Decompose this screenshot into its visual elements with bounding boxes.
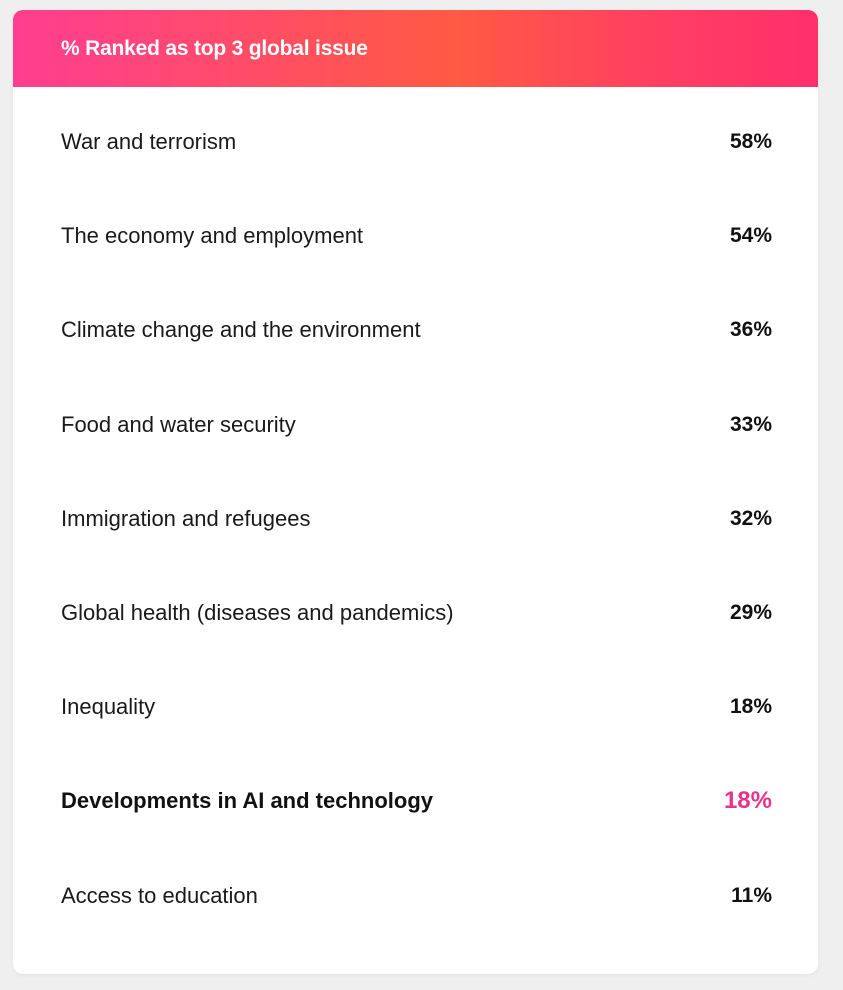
item-label: War and terrorism [61, 129, 237, 154]
list-item-economy: The economy and employment 54% [13, 216, 818, 256]
item-label: Developments in AI and technology [61, 788, 434, 814]
list-item-war: War and terrorism 58% [13, 122, 818, 162]
item-label: Food and water security [61, 411, 296, 437]
list-item-food-water: Food and water security 33% [13, 405, 818, 445]
item-value: 33% [729, 412, 772, 436]
list-item-education: Access to education 11% [13, 876, 818, 916]
ranking-card: % Ranked as top 3 global issue War and t… [13, 10, 818, 974]
item-value: 11% [731, 883, 772, 907]
item-value: 29% [729, 601, 772, 624]
item-label: Global health (diseases and pandemics) [61, 600, 454, 625]
card-title: % Ranked as top 3 global issue [61, 36, 368, 60]
list-item-inequality: Inequality 18% [13, 687, 818, 727]
list-item-climate: Climate change and the environment 36% [13, 310, 818, 350]
item-value: 54% [729, 224, 772, 248]
item-value-highlighted: 18% [723, 787, 772, 815]
item-value: 58% [729, 130, 772, 153]
list-item-global-health: Global health (diseases and pandemics) 2… [13, 593, 818, 633]
item-label: The economy and employment [61, 223, 364, 249]
item-value: 32% [729, 506, 772, 530]
list-item-immigration: Immigration and refugees 32% [13, 499, 818, 539]
card-header: % Ranked as top 3 global issue [13, 10, 818, 87]
item-label: Climate change and the environment [61, 317, 421, 343]
list-item-ai-technology: Developments in AI and technology 18% [13, 781, 818, 821]
item-value: 36% [729, 318, 772, 342]
item-label: Immigration and refugees [61, 505, 311, 531]
item-value: 18% [729, 695, 772, 719]
item-label: Inequality [61, 694, 156, 720]
item-label: Access to education [61, 882, 258, 908]
